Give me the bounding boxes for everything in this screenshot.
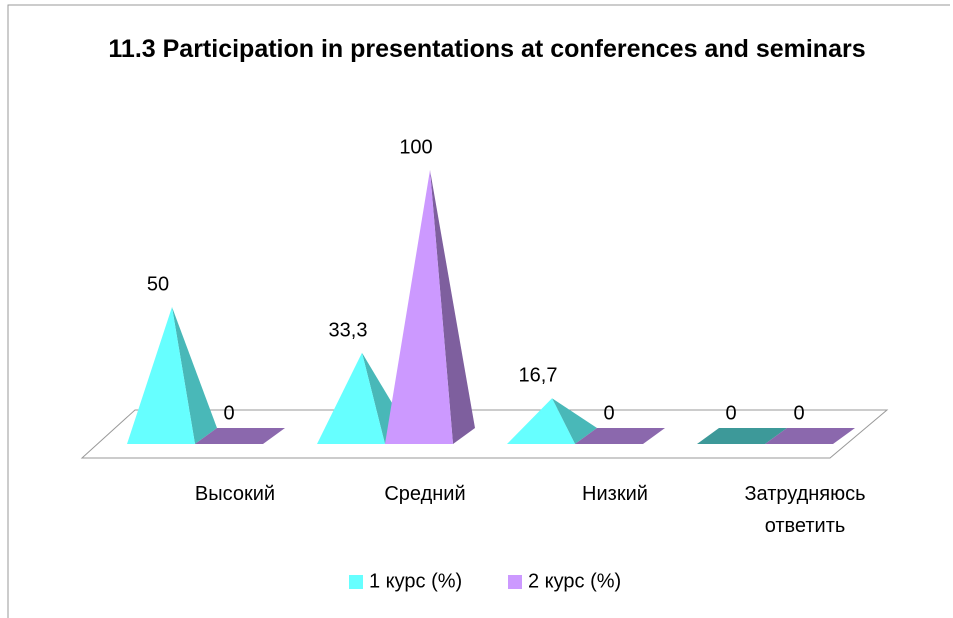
pyramid [127, 307, 217, 444]
x-tick-label: Затрудняюсь ответить [744, 483, 866, 537]
x-tick-label: Средний [384, 483, 466, 505]
legend-swatch [508, 575, 522, 589]
data-label: 50 [146, 273, 170, 296]
legend-label: 2 курс (%) [528, 570, 622, 593]
data-label: 0 [603, 402, 615, 425]
pyramid [385, 170, 475, 444]
data-label: 100 [399, 136, 433, 159]
pyramid-flat [575, 428, 665, 444]
data-label: 0 [793, 402, 805, 425]
data-label: 0 [223, 402, 235, 425]
x-tick-label: Низкий [582, 483, 648, 505]
x-tick-label: Высокий [194, 483, 276, 505]
floor [80, 409, 889, 459]
chart-border [7, 4, 950, 618]
pyramid-flat [697, 428, 787, 444]
data-label: 0 [725, 402, 737, 425]
pyramid [507, 398, 597, 444]
legend-swatch [349, 575, 363, 589]
pyramid-flat [765, 428, 855, 444]
data-label: 16,7 [518, 364, 558, 387]
data-label: 33,3 [328, 319, 368, 342]
legend-label: 1 курс (%) [369, 570, 463, 593]
chart-title: 11.3 Participation in presentations at c… [108, 35, 866, 63]
pyramid-flat [195, 428, 285, 444]
